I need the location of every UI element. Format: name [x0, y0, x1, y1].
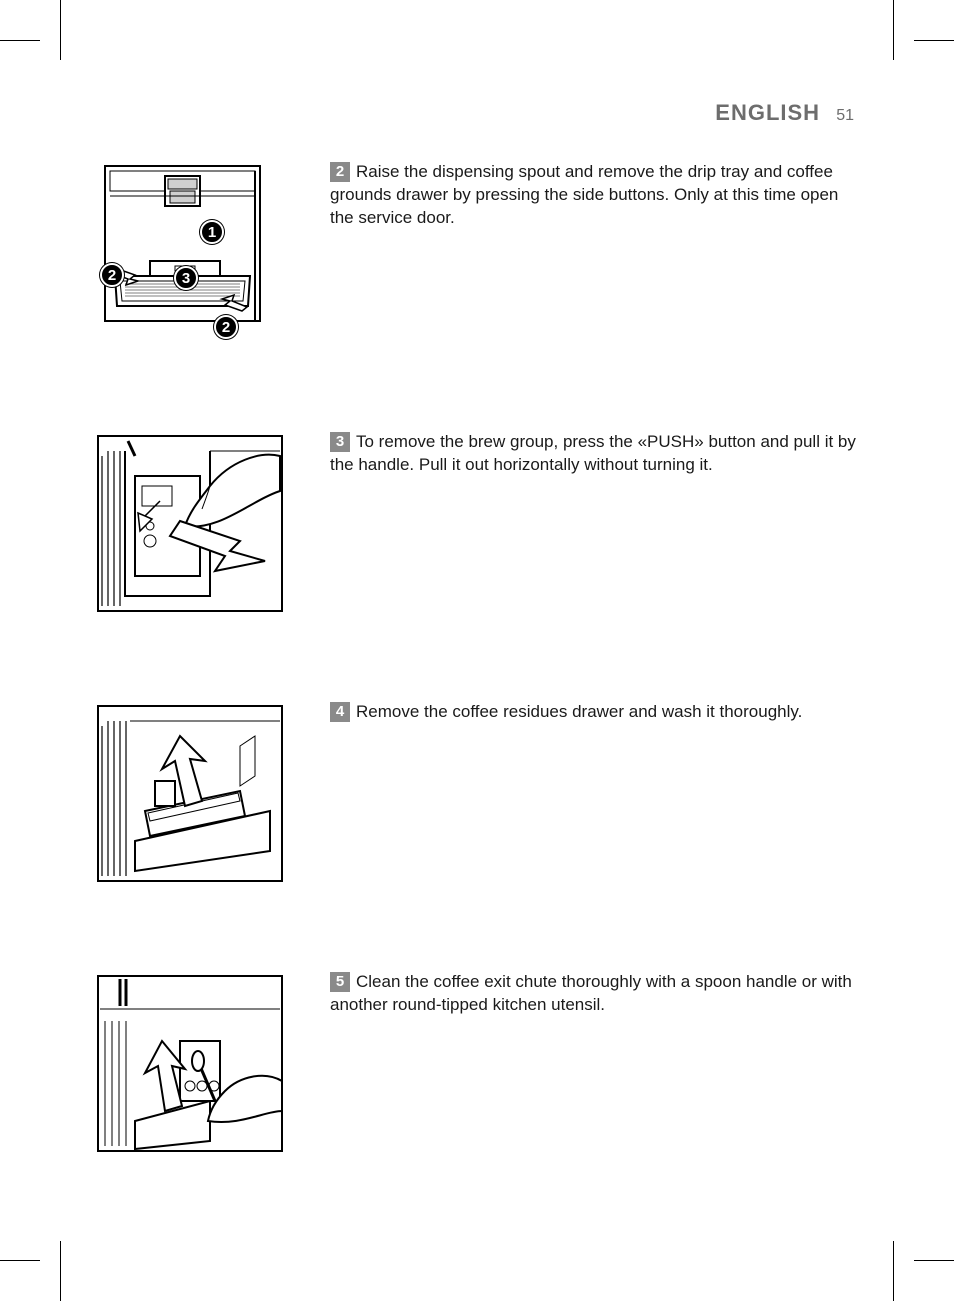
step-2-badge: 2 — [330, 162, 350, 182]
page-body: ENGLISH 51 — [90, 100, 864, 1201]
step-4-badge: 4 — [330, 702, 350, 722]
step-2-text: 2Raise the dispensing spout and remove t… — [330, 161, 864, 230]
illustration-brew-group-icon — [90, 431, 290, 616]
illustration-exit-chute-icon — [90, 971, 290, 1156]
crop-mark — [0, 40, 40, 41]
page-header: ENGLISH 51 — [90, 100, 864, 126]
crop-mark — [60, 0, 61, 60]
illustration-residues-drawer-icon — [90, 701, 290, 886]
step-5-text: 5Clean the coffee exit chute thoroughly … — [330, 971, 864, 1017]
step-5-badge: 5 — [330, 972, 350, 992]
figure-step-4 — [90, 701, 290, 886]
crop-mark — [893, 0, 894, 60]
step-2: 1 2 3 2 2Raise the dispensing spout and … — [90, 161, 864, 346]
crop-mark — [60, 1241, 61, 1301]
figure-step-2: 1 2 3 2 — [90, 161, 290, 346]
step-5: 5Clean the coffee exit chute thoroughly … — [90, 971, 864, 1156]
callout-2-left: 2 — [100, 263, 124, 287]
language-label: ENGLISH — [715, 100, 820, 125]
crop-mark — [0, 1260, 40, 1261]
callout-2-right: 2 — [214, 315, 238, 339]
step-4-body: Remove the coffee residues drawer and wa… — [356, 702, 802, 721]
step-3-body: To remove the brew group, press the «PUS… — [330, 432, 856, 474]
crop-mark — [893, 1241, 894, 1301]
step-2-body: Raise the dispensing spout and remove th… — [330, 162, 838, 227]
crop-mark — [914, 1260, 954, 1261]
page-number: 51 — [836, 107, 854, 124]
step-4: 4 Remove the coffee residues drawer and w… — [90, 701, 864, 886]
illustration-machine-front-icon — [90, 161, 290, 346]
step-4-text: 4 Remove the coffee residues drawer and w… — [330, 701, 864, 724]
figure-step-3 — [90, 431, 290, 616]
callout-1: 1 — [200, 220, 224, 244]
step-3-text: 3To remove the brew group, press the «PU… — [330, 431, 864, 477]
step-5-body: Clean the coffee exit chute thoroughly w… — [330, 972, 852, 1014]
crop-mark — [914, 40, 954, 41]
figure-step-5 — [90, 971, 290, 1156]
step-3: 3To remove the brew group, press the «PU… — [90, 431, 864, 616]
step-3-badge: 3 — [330, 432, 350, 452]
